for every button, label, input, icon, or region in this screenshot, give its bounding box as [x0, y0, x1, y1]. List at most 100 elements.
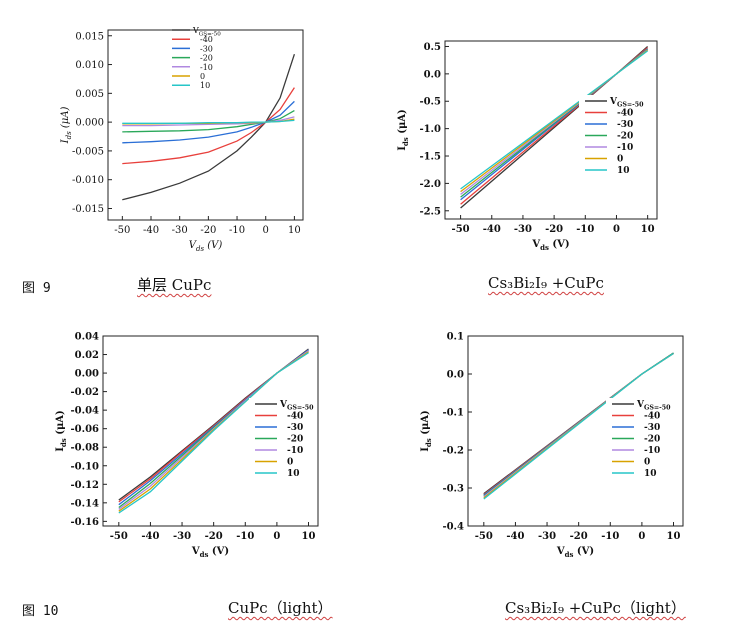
fig9-right-caption: Cs₃Bi₂I₉ +CuPc — [488, 274, 604, 292]
legend-label: -40 — [644, 412, 660, 422]
x-tick-label: -40 — [143, 225, 159, 236]
x-axis-label: Vds (V) — [189, 240, 223, 253]
series-line-vgs--50 — [122, 53, 296, 201]
legend-label: VGS=-50 — [636, 400, 671, 412]
series-line-vgs--10 — [122, 116, 295, 127]
fig10-right-caption: Cs₃Bi₂I₉ +CuPc（light） — [505, 599, 686, 617]
x-tick-label: -50 — [110, 531, 128, 542]
series-line-vgs-10 — [460, 50, 648, 190]
legend-label: VGS=-50 — [279, 400, 314, 412]
y-tick-label: -0.1 — [442, 408, 464, 419]
x-axis-label: Vds (V) — [531, 239, 569, 252]
y-tick-label: 0.00 — [75, 369, 99, 380]
legend-label: -40 — [617, 109, 633, 119]
x-tick-label: -10 — [601, 531, 619, 542]
y-tick-label: -0.12 — [70, 480, 99, 491]
x-tick-label: -50 — [475, 531, 493, 542]
x-tick-label: -30 — [173, 531, 191, 542]
series-line-vgs-10 — [122, 119, 295, 124]
x-tick-label: -30 — [172, 225, 188, 236]
series-line-vgs--30 — [122, 100, 295, 144]
legend-label: 10 — [200, 81, 210, 90]
legend-label: 0 — [644, 458, 650, 468]
y-tick-label: -0.10 — [70, 461, 99, 472]
plot-frame — [444, 40, 658, 220]
legend-label: -30 — [644, 423, 660, 433]
fig9-label: 图 9 — [22, 281, 51, 296]
y-axis-label: Ids (μA) — [420, 410, 433, 452]
series-line-vgs-10 — [483, 352, 674, 500]
series-line-vgs--40 — [122, 87, 295, 165]
legend-label: -10 — [644, 446, 660, 456]
y-tick-label: 0.005 — [75, 89, 104, 100]
legend-label: 10 — [617, 166, 630, 176]
legend: VGS=-50-40-30 -20-10 010 — [606, 398, 672, 485]
legend-label: -10 — [287, 446, 303, 456]
x-tick-label: -40 — [483, 224, 501, 235]
y-tick-label: 0.015 — [75, 31, 104, 42]
y-tick-label: -0.010 — [72, 175, 104, 186]
x-axis-label: Vds (V) — [191, 546, 229, 559]
y-tick-label: 0.04 — [75, 332, 99, 343]
chart-fig10b: -50 -40 -30 -20 -10 0 10-0.4-0.3-0.2-0.10.00.1… — [420, 332, 684, 559]
y-tick-label: -0.14 — [70, 498, 99, 509]
y-tick-label: 0.02 — [75, 350, 99, 361]
legend-label: 10 — [644, 469, 657, 479]
y-tick-label: -0.06 — [70, 424, 99, 435]
x-axis-label: Vds (V) — [556, 546, 594, 559]
legend-label: 0 — [200, 72, 205, 81]
legend-label: VGS=-50 — [609, 97, 644, 109]
legend: VGS=-50-40-30 -20-10 010 — [249, 398, 315, 485]
legend-label: -20 — [200, 54, 213, 63]
y-tick-label: 0.5 — [424, 42, 441, 53]
y-tick-label: -1.0 — [419, 124, 441, 135]
x-tick-label: 10 — [302, 531, 316, 542]
y-tick-label: 0.010 — [75, 60, 104, 71]
x-tick-label: -10 — [576, 224, 594, 235]
legend-label: -10 — [200, 63, 213, 72]
y-axis-label: Ids (μA) — [60, 107, 73, 145]
x-tick-label: -20 — [200, 225, 216, 236]
fig9-left-caption: 单层 CuPc — [137, 276, 212, 294]
y-tick-label: -1.5 — [419, 152, 441, 163]
y-tick-label: 0.0 — [447, 370, 464, 381]
y-tick-label: 0.0 — [424, 69, 441, 80]
y-tick-label: -0.08 — [70, 443, 99, 454]
x-tick-label: -20 — [205, 531, 223, 542]
legend-label: 10 — [287, 469, 300, 479]
legend-label: -20 — [287, 435, 303, 445]
x-tick-label: -50 — [114, 225, 130, 236]
x-tick-label: 10 — [667, 531, 681, 542]
y-tick-label: -2.5 — [419, 206, 441, 217]
legend: VGS=-50-40-30 -20-10 010 — [579, 95, 645, 182]
y-tick-label: -0.2 — [442, 446, 464, 457]
legend-bg — [249, 398, 315, 485]
plot-frame — [107, 29, 304, 221]
y-tick-label: 0.1 — [447, 332, 464, 343]
legend-label: -30 — [617, 120, 633, 130]
legend-bg — [579, 95, 645, 182]
y-axis-label: Ids (μA) — [397, 109, 410, 151]
y-tick-label: -0.3 — [442, 484, 464, 495]
legend-label: 0 — [617, 155, 623, 165]
series-line-vgs--20 — [122, 110, 295, 133]
y-tick-label: 0.000 — [75, 118, 104, 129]
x-tick-label: 0 — [273, 531, 280, 542]
legend-bg — [606, 398, 672, 485]
y-tick-label: -0.5 — [419, 97, 441, 108]
y-tick-label: -0.04 — [70, 406, 99, 417]
fig10-left-caption: CuPc（light） — [228, 599, 333, 617]
legend-label: -40 — [287, 412, 303, 422]
legend-label: -40 — [200, 35, 213, 44]
chart-fig9a: -50 -40 -30 -20 -10 0 10-0.015-0.010-0.0050.00… — [60, 26, 304, 253]
x-tick-label: -10 — [229, 225, 245, 236]
legend-label: 0 — [287, 458, 293, 468]
x-tick-label: 0 — [263, 225, 269, 236]
x-tick-label: -40 — [141, 531, 159, 542]
chart-fig10a: -50 -40 -30 -20 -10 0 10-0.16-0.14-0.12-0.10-0… — [55, 332, 319, 559]
legend-label: -30 — [287, 423, 303, 433]
x-tick-label: -40 — [506, 531, 524, 542]
x-tick-label: 0 — [613, 224, 620, 235]
legend-label: -20 — [617, 132, 633, 142]
x-tick-label: -50 — [452, 224, 470, 235]
